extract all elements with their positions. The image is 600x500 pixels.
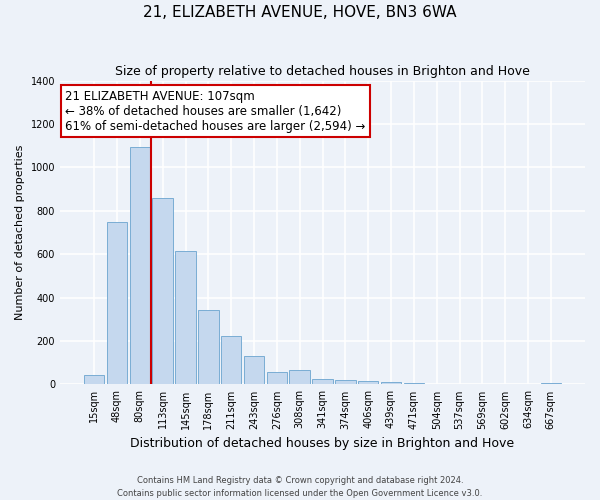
- X-axis label: Distribution of detached houses by size in Brighton and Hove: Distribution of detached houses by size …: [130, 437, 515, 450]
- Bar: [266, 372, 287, 384]
- Text: 21, ELIZABETH AVENUE, HOVE, BN3 6WA: 21, ELIZABETH AVENUE, HOVE, BN3 6WA: [143, 5, 457, 20]
- Bar: [221, 336, 241, 384]
- Bar: [358, 381, 379, 384]
- Y-axis label: Number of detached properties: Number of detached properties: [15, 145, 25, 320]
- Bar: [335, 380, 356, 384]
- Title: Size of property relative to detached houses in Brighton and Hove: Size of property relative to detached ho…: [115, 65, 530, 78]
- Bar: [152, 198, 173, 384]
- Text: Contains HM Land Registry data © Crown copyright and database right 2024.
Contai: Contains HM Land Registry data © Crown c…: [118, 476, 482, 498]
- Bar: [198, 310, 218, 384]
- Bar: [84, 374, 104, 384]
- Text: 21 ELIZABETH AVENUE: 107sqm
← 38% of detached houses are smaller (1,642)
61% of : 21 ELIZABETH AVENUE: 107sqm ← 38% of det…: [65, 90, 365, 132]
- Bar: [381, 382, 401, 384]
- Bar: [175, 251, 196, 384]
- Bar: [312, 379, 333, 384]
- Bar: [130, 147, 150, 384]
- Bar: [244, 356, 264, 384]
- Bar: [289, 370, 310, 384]
- Bar: [107, 222, 127, 384]
